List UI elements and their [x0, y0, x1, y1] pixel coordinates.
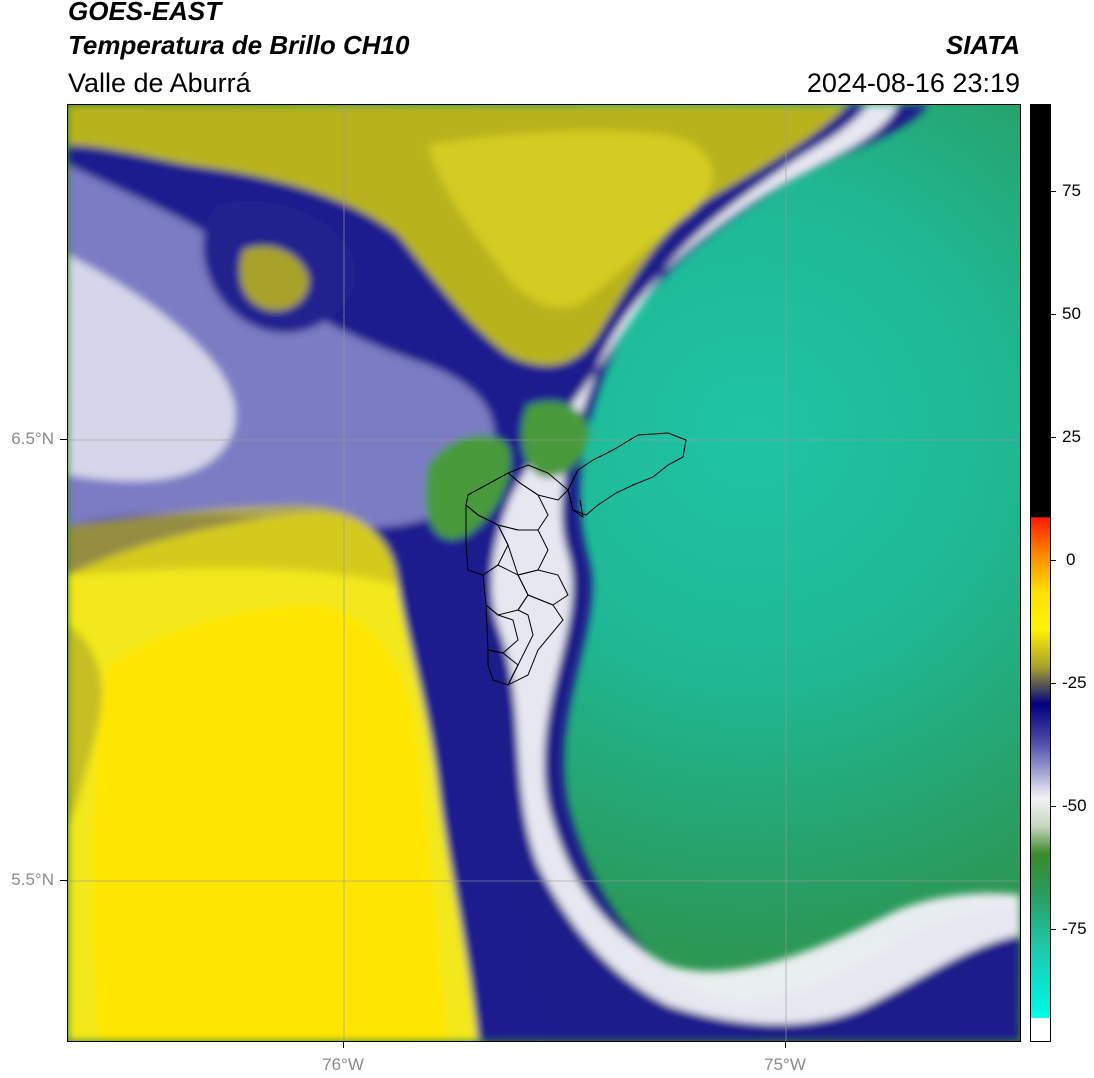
colorbar-label: -25: [1062, 673, 1087, 692]
green-central-blob-2: [521, 401, 588, 478]
colorbar-label: 0: [1066, 550, 1076, 569]
lat-tick: [60, 439, 67, 440]
colorbar-tick: [1050, 683, 1056, 684]
yellow-north-region: [428, 130, 713, 308]
colorbar-tick: [1050, 929, 1056, 930]
colorbar-label: -75: [1062, 919, 1087, 938]
gridlines: [68, 105, 1020, 1041]
olive-southwest-edge: [68, 505, 398, 585]
lat-tick: [60, 880, 67, 881]
white-halo: [68, 105, 1020, 1024]
colorbar: [1030, 104, 1051, 1042]
lon-tick: [785, 1041, 786, 1048]
lon-label-75W: 75°W: [764, 1055, 806, 1074]
yellow-core: [91, 605, 448, 1041]
municipal-boundaries: [465, 432, 687, 687]
green-central-blob: [425, 434, 511, 540]
colorbar-tick: [1050, 806, 1056, 807]
datetime-label: 2024-08-16 23:19: [806, 68, 1020, 98]
colorbar-gradient: [1031, 105, 1050, 1041]
lat-label-5-5N: 5.5°N: [11, 870, 54, 889]
lon-label-76W: 76°W: [322, 1055, 364, 1074]
light-lavender-region: [68, 255, 236, 481]
olive-north-blob: [239, 246, 309, 311]
map-canvas: [68, 105, 1020, 1041]
lon-tick: [343, 1041, 344, 1048]
colorbar-tick: [1050, 437, 1056, 438]
brightness-temperature-map: [67, 104, 1021, 1042]
colorbar-tick: [1050, 314, 1056, 315]
colorbar-label: 25: [1062, 427, 1081, 446]
olive-west-edge: [68, 625, 102, 825]
colorbar-tick: [1050, 191, 1056, 192]
institution-label: SIATA: [945, 30, 1020, 60]
region-subtitle: Valle de Aburrá: [68, 68, 251, 98]
product-title: Temperatura de Brillo CH10: [68, 30, 410, 60]
colorbar-label: 75: [1062, 181, 1081, 200]
lat-label-6-5N: 6.5°N: [11, 429, 54, 448]
colorbar-label: 50: [1062, 304, 1081, 323]
satellite-title: GOES-EAST: [68, 0, 222, 26]
colorbar-label: -50: [1062, 796, 1087, 815]
colorbar-tick: [1050, 560, 1056, 561]
